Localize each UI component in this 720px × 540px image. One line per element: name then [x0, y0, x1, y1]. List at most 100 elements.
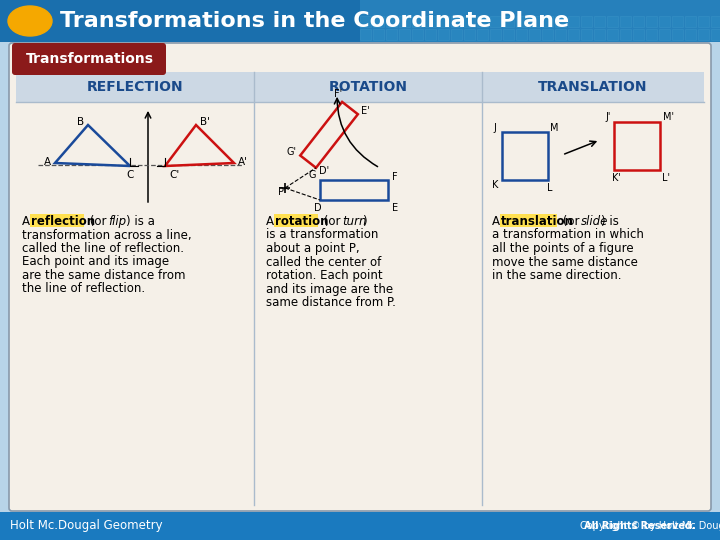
Text: all the points of a figure: all the points of a figure	[492, 242, 634, 255]
Bar	[685, 16, 696, 27]
Bar	[464, 16, 475, 27]
Text: reflection: reflection	[31, 215, 95, 228]
Bar	[633, 29, 644, 40]
Bar	[0, 512, 720, 540]
Bar	[620, 16, 631, 27]
Text: D: D	[314, 203, 322, 213]
Bar	[581, 29, 592, 40]
Text: the line of reflection.: the line of reflection.	[22, 282, 145, 295]
Text: ) is a: ) is a	[126, 215, 155, 228]
Text: A': A'	[238, 157, 248, 167]
Text: rotation: rotation	[275, 215, 328, 228]
Text: slide: slide	[581, 215, 608, 228]
Text: in the same direction.: in the same direction.	[492, 269, 621, 282]
Bar	[399, 16, 410, 27]
Bar	[373, 29, 384, 40]
Text: L': L'	[662, 173, 670, 183]
Bar	[425, 29, 436, 40]
Text: M: M	[550, 123, 558, 133]
Text: K: K	[492, 180, 498, 190]
Text: rotation. Each point: rotation. Each point	[266, 269, 382, 282]
Text: P: P	[278, 187, 284, 197]
Text: A: A	[43, 157, 50, 167]
Bar	[438, 29, 449, 40]
Text: C': C'	[169, 170, 179, 180]
Text: A: A	[22, 215, 34, 228]
Text: flip: flip	[108, 215, 126, 228]
Bar	[568, 29, 579, 40]
Bar	[568, 16, 579, 27]
Bar	[412, 16, 423, 27]
Bar	[607, 29, 618, 40]
Bar	[451, 29, 462, 40]
Text: G: G	[308, 170, 316, 180]
Text: ) is: ) is	[601, 215, 619, 228]
Bar	[477, 29, 488, 40]
Bar	[490, 29, 501, 40]
Text: J': J'	[606, 112, 611, 122]
Text: (or: (or	[320, 215, 344, 228]
Bar	[698, 29, 709, 40]
Text: about a point P,: about a point P,	[266, 242, 359, 255]
Bar	[555, 16, 566, 27]
Text: are the same distance from: are the same distance from	[22, 269, 186, 282]
Bar	[503, 29, 514, 40]
Text: (or: (or	[86, 215, 110, 228]
Text: E: E	[392, 203, 398, 213]
Text: Holt Mc.Dougal Geometry: Holt Mc.Dougal Geometry	[10, 519, 163, 532]
Bar	[451, 16, 462, 27]
Bar	[30, 214, 84, 227]
Bar	[399, 29, 410, 40]
Bar	[438, 16, 449, 27]
Text: C: C	[126, 170, 134, 180]
Text: A: A	[492, 215, 504, 228]
Text: ): )	[362, 215, 366, 228]
Text: G': G'	[287, 147, 296, 158]
Text: (or: (or	[559, 215, 583, 228]
Text: move the same distance: move the same distance	[492, 255, 638, 268]
Text: Transformations: Transformations	[26, 52, 154, 66]
Text: J: J	[494, 123, 496, 133]
Text: called the center of: called the center of	[266, 255, 382, 268]
Bar	[529, 29, 540, 40]
Bar	[500, 214, 557, 227]
Bar	[464, 29, 475, 40]
Bar	[659, 29, 670, 40]
Text: TRANSLATION: TRANSLATION	[539, 80, 648, 94]
Bar	[685, 29, 696, 40]
Bar	[360, 29, 371, 40]
Bar	[360, 16, 371, 27]
Bar	[477, 16, 488, 27]
Bar	[711, 16, 720, 27]
Text: REFLECTION: REFLECTION	[86, 80, 184, 94]
Text: turn: turn	[342, 215, 366, 228]
Bar	[581, 16, 592, 27]
Bar	[516, 16, 527, 27]
Bar	[711, 29, 720, 40]
Bar	[542, 29, 553, 40]
Text: transformation across a line,: transformation across a line,	[22, 228, 192, 241]
Bar	[646, 29, 657, 40]
Bar	[490, 16, 501, 27]
Bar	[516, 29, 527, 40]
FancyBboxPatch shape	[12, 43, 166, 75]
Bar	[386, 29, 397, 40]
Bar	[386, 16, 397, 27]
Bar	[425, 16, 436, 27]
Ellipse shape	[8, 6, 52, 36]
Bar	[529, 16, 540, 27]
Text: is a transformation: is a transformation	[266, 228, 379, 241]
Text: translation: translation	[501, 215, 574, 228]
Bar	[646, 16, 657, 27]
Text: called the line of reflection.: called the line of reflection.	[22, 242, 184, 255]
Text: B': B'	[200, 117, 210, 127]
Text: A: A	[266, 215, 278, 228]
Bar	[620, 29, 631, 40]
Text: Copyright © by Holt Mc Dougal.: Copyright © by Holt Mc Dougal.	[580, 521, 720, 531]
Bar	[672, 29, 683, 40]
Text: Each point and its image: Each point and its image	[22, 255, 169, 268]
Text: B: B	[78, 117, 84, 127]
Text: L: L	[547, 183, 553, 193]
Text: K': K'	[611, 173, 621, 183]
FancyBboxPatch shape	[9, 43, 711, 511]
